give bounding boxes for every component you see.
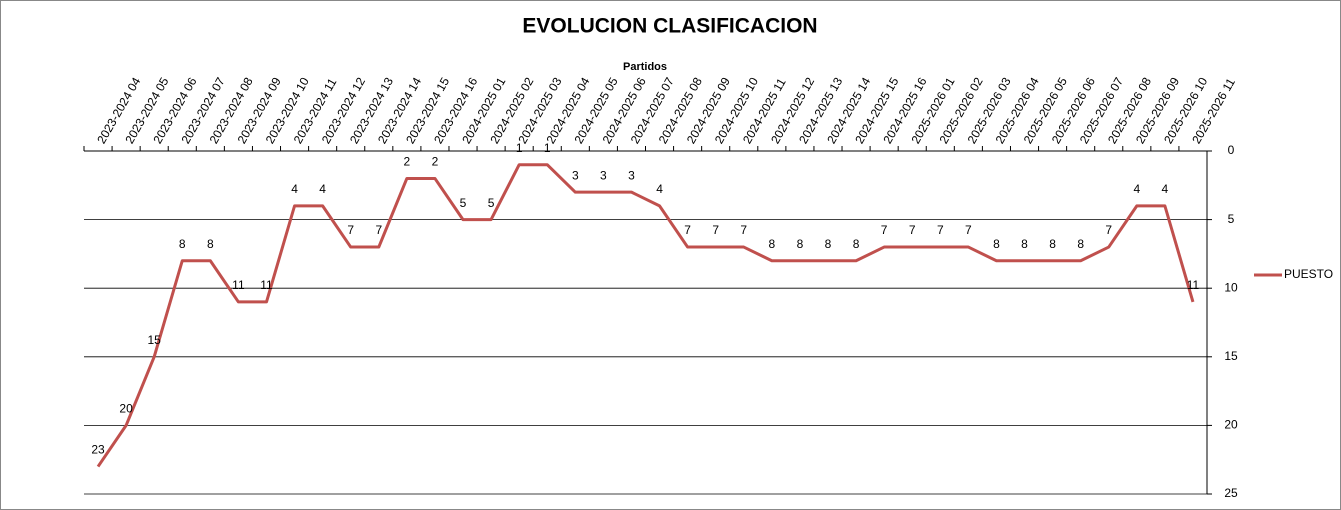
data-label: 4 [291, 182, 298, 196]
data-label: 7 [881, 223, 888, 237]
data-label: 8 [1021, 237, 1028, 251]
data-label: 8 [825, 237, 832, 251]
data-label: 11 [260, 278, 273, 292]
x-axis-title: Partidos [623, 61, 667, 73]
data-label: 8 [207, 237, 214, 251]
data-label: 7 [347, 223, 354, 237]
y-tick-label: 5 [1228, 212, 1235, 226]
data-label: 8 [179, 237, 186, 251]
y-tick-label: 0 [1228, 143, 1235, 157]
data-label: 20 [119, 402, 133, 416]
data-label: 8 [1077, 237, 1084, 251]
data-label: 8 [768, 237, 775, 251]
data-label: 1 [544, 141, 551, 155]
data-label: 1 [516, 141, 523, 155]
data-label: 2 [404, 155, 411, 169]
data-label: 4 [1162, 182, 1169, 196]
data-label: 23 [91, 443, 105, 457]
y-tick-label: 10 [1224, 280, 1238, 294]
data-label: 7 [965, 223, 972, 237]
data-label: 11 [232, 278, 245, 292]
data-label: 5 [488, 196, 495, 210]
y-tick-label: 15 [1224, 349, 1238, 363]
data-label: 7 [684, 223, 691, 237]
data-label: 7 [375, 223, 382, 237]
data-label: 7 [740, 223, 747, 237]
data-label: 4 [319, 182, 326, 196]
data-label: 3 [572, 168, 579, 182]
y-tick-label: 20 [1224, 418, 1238, 432]
data-label: 4 [656, 182, 663, 196]
line [96, 163, 1195, 468]
legend-label: PUESTO [1284, 267, 1333, 281]
data-label: 4 [1133, 182, 1140, 196]
data-label: 15 [148, 333, 162, 347]
y-tick-label: 25 [1224, 486, 1238, 500]
data-label: 2 [432, 155, 439, 169]
data-label: 3 [628, 168, 635, 182]
data-label: 7 [712, 223, 719, 237]
data-label: 7 [1105, 223, 1112, 237]
data-label: 7 [937, 223, 944, 237]
chart-title: EVOLUCION CLASIFICACION [522, 15, 817, 38]
data-label: 8 [1049, 237, 1056, 251]
data-label: 8 [993, 237, 1000, 251]
data-label: 3 [600, 168, 607, 182]
data-label: 7 [909, 223, 916, 237]
data-label: 8 [853, 237, 860, 251]
data-label: 8 [797, 237, 804, 251]
data-label: 11 [1187, 278, 1200, 292]
data-label: 5 [460, 196, 467, 210]
